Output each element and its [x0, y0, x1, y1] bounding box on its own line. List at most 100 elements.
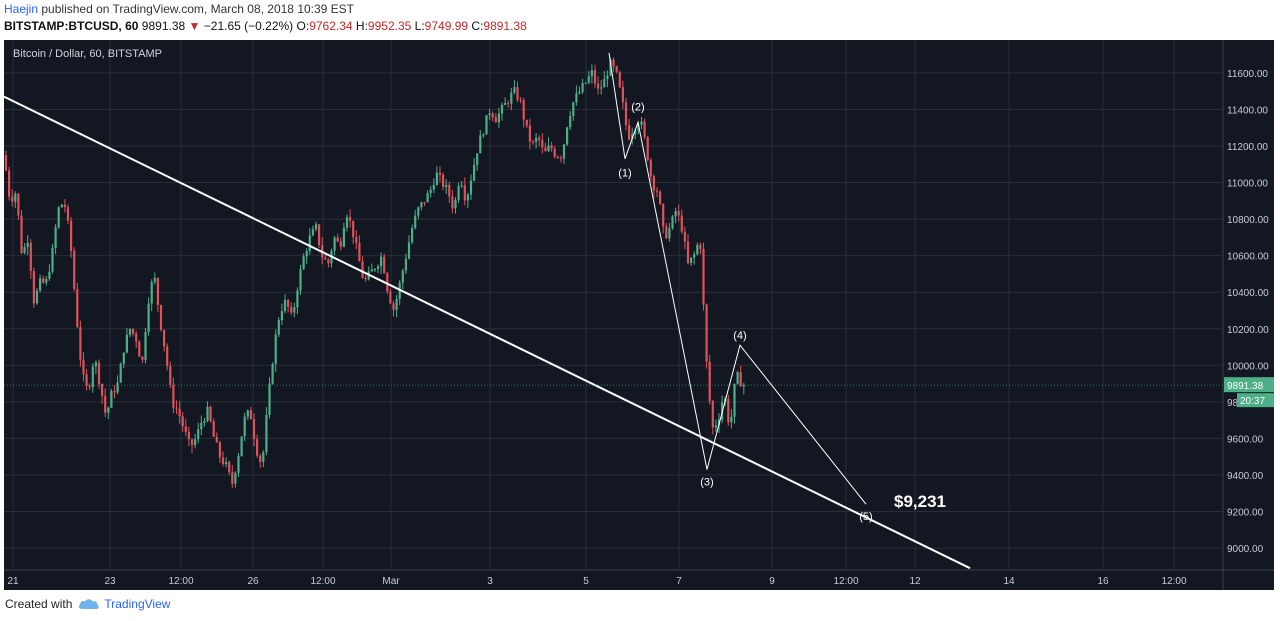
candle-body — [66, 207, 70, 221]
candle-body — [51, 247, 54, 272]
symbol-info: BITSTAMP:BTCUSD, 60 9891.38 ▼ −21.65 (−0… — [4, 19, 527, 33]
candle-body — [383, 256, 386, 274]
candle-body — [361, 261, 364, 279]
x-tick-label: 23 — [104, 576, 116, 587]
candle-body — [20, 215, 23, 253]
wave-label: (2) — [631, 102, 644, 114]
candle-body — [742, 385, 745, 387]
candle-body — [314, 224, 318, 230]
candle-body — [708, 361, 711, 402]
candle-body — [268, 383, 271, 416]
candle-body — [14, 193, 17, 202]
candle-body — [711, 401, 714, 428]
candle-body — [686, 241, 690, 264]
candle-body — [699, 244, 702, 249]
candle-body — [169, 365, 172, 385]
candle-body — [621, 87, 624, 103]
candle-body — [345, 217, 349, 228]
candle-body — [504, 103, 507, 105]
candle-body — [212, 421, 215, 437]
candle-body — [125, 334, 128, 353]
candle-body — [655, 190, 659, 192]
candle-body — [296, 290, 299, 308]
low-value: 9749.99 — [424, 19, 469, 33]
candle-body — [370, 269, 373, 272]
candle-body — [147, 303, 150, 332]
candle-body — [727, 398, 730, 423]
candle-body — [680, 215, 683, 232]
candle-body — [482, 134, 485, 136]
candle-body — [516, 87, 519, 100]
tradingview-link[interactable]: TradingView — [104, 597, 171, 611]
x-tick-label: 12:00 — [310, 576, 335, 587]
candle-body — [262, 452, 265, 462]
candle-body — [547, 145, 550, 152]
candle-body — [562, 144, 566, 159]
candle-body — [683, 231, 686, 242]
candle-body — [342, 227, 345, 247]
candle-body — [194, 439, 197, 446]
candle-body — [265, 415, 268, 453]
candle-body — [225, 462, 228, 464]
candle-body — [85, 374, 88, 386]
open-value: 9762.34 — [309, 19, 353, 33]
candle-body — [11, 196, 14, 202]
candle-body — [60, 204, 63, 208]
x-tick-label: 12:00 — [833, 576, 858, 587]
candle-body — [209, 406, 212, 422]
candle-body — [389, 291, 392, 304]
author-link[interactable]: Haejin — [4, 2, 39, 16]
candle-body — [454, 199, 457, 209]
candle-body — [429, 189, 432, 194]
y-tick-label: 11000.00 — [1227, 179, 1268, 190]
candle-body — [228, 462, 231, 473]
last-price-label: 9891.38 — [1227, 381, 1264, 392]
candle-body — [714, 425, 717, 428]
candle-body — [559, 157, 562, 159]
candle-body — [141, 356, 144, 360]
candle-body — [178, 408, 181, 417]
candle-body — [302, 256, 305, 270]
candle-body — [494, 117, 497, 123]
wave-label: (5) — [859, 511, 872, 523]
candle-body — [63, 204, 66, 208]
candle-body — [156, 277, 159, 306]
candle-body — [364, 278, 367, 280]
candle-body — [538, 137, 541, 140]
candle-body — [404, 258, 407, 271]
y-tick-label: 11400.00 — [1227, 105, 1268, 116]
low-label: L: — [414, 19, 425, 33]
candle-body — [29, 242, 32, 272]
candle-body — [243, 416, 246, 437]
candle-body — [491, 113, 494, 118]
candle-body — [128, 328, 132, 335]
candle-body — [618, 71, 621, 88]
candle-body — [572, 102, 575, 116]
candle-body — [463, 185, 466, 201]
candle-body — [578, 91, 581, 94]
candle-body — [407, 242, 411, 259]
candle-body — [640, 121, 643, 125]
candle-body — [696, 244, 699, 255]
candle-body — [584, 82, 587, 84]
candle-body — [271, 363, 274, 384]
candle-body — [535, 137, 538, 142]
candle-body — [355, 237, 358, 243]
candle-body — [79, 326, 82, 360]
candle-body — [615, 66, 618, 72]
candlestick-chart[interactable]: 9000.009200.009400.009600.009800.0010000… — [3, 40, 1274, 590]
open-label: O: — [296, 19, 310, 33]
candle-body — [324, 257, 327, 260]
y-tick-label: 10600.00 — [1227, 252, 1269, 263]
candle-body — [541, 139, 544, 148]
candle-body — [308, 235, 311, 252]
candle-body — [252, 419, 256, 440]
candle-body — [287, 299, 290, 307]
candle-body — [190, 439, 194, 446]
chart-container[interactable]: 9000.009200.009400.009600.009800.0010000… — [3, 40, 1274, 590]
candle-body — [104, 395, 107, 413]
candle-body — [4, 155, 8, 171]
candle-body — [581, 83, 584, 92]
x-tick-label: 16 — [1097, 576, 1109, 587]
candle-body — [612, 59, 615, 67]
